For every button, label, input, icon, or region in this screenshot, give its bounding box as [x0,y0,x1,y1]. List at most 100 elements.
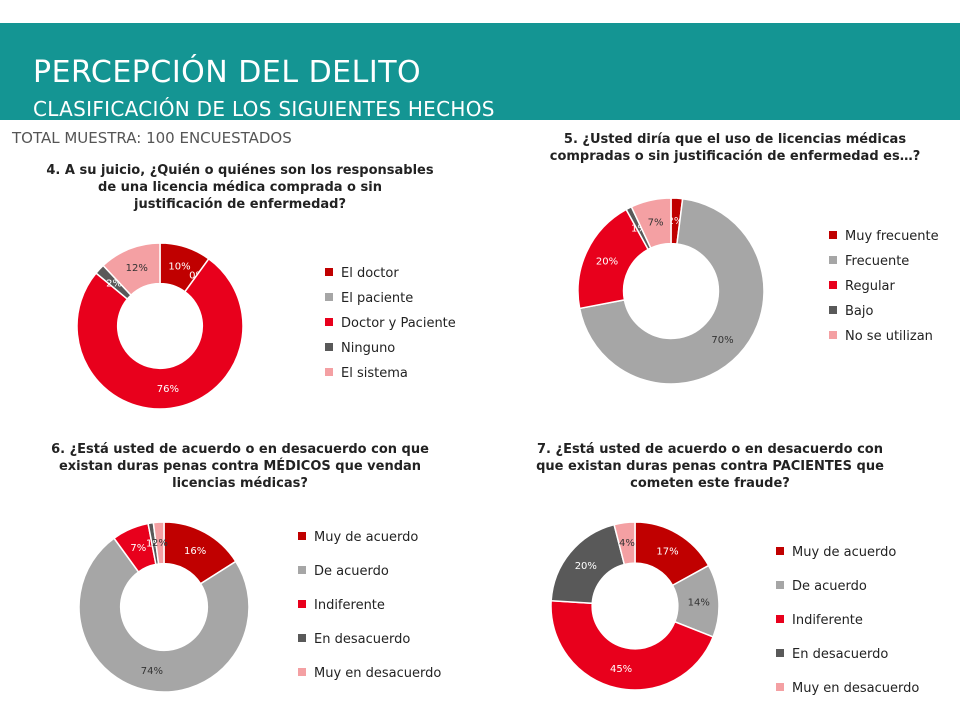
legend-label: Doctor y Paciente [341,316,456,331]
chart-4-legend: Muy de acuerdo De acuerdo Indiferente En de… [776,545,946,705]
legend-swatch [325,368,333,376]
chart-1-legend: El doctor El paciente Doctor y Paciente Nin… [325,266,475,386]
data-label-indiferente: 7% [130,543,146,554]
legend-label: El doctor [341,266,399,281]
legend-swatch [829,281,837,289]
legend-swatch [829,256,837,264]
legend-swatch [776,615,784,623]
legend-label: No se utilizan [845,329,933,344]
slice-frecuente [578,197,765,385]
slice-no-se-utilizan [630,197,672,250]
chart-1-title-line: justificación de enfermedad? [134,197,346,212]
legend-item-regular: Regular [829,279,895,294]
chart-4-title-line: que existan duras penas contra PACIENTES… [536,459,884,474]
slice-indiferente [550,599,715,691]
legend-label: Muy de acuerdo [314,530,419,545]
chart-1-title-line: de una licencia médica comprada o sin [98,180,382,195]
chart-3-title-line: existan duras penas contra MÉDICOS que v… [58,459,422,474]
legend-swatch [325,318,333,326]
legend-label: En desacuerdo [792,647,889,662]
legend-item-frecuente: Frecuente [829,254,909,269]
legend-label: El sistema [341,366,408,381]
slice-doctor-y-paciente [76,257,244,410]
legend-item-en-desacuerdo: En desacuerdo [776,647,888,662]
chart-3-legend: Muy de acuerdo De acuerdo Indiferente En de… [298,530,473,690]
legend-swatch [298,634,306,642]
legend-label: Muy en desacuerdo [314,666,442,681]
legend-swatch [325,293,333,301]
data-label-doctor-y-paciente: 76% [157,384,179,395]
data-label-no-se-utilizan: 7% [648,218,664,229]
slice-el-sistema [102,242,161,297]
chart-1-donut: 10%0%76%2%12% [76,242,244,410]
data-label-muy-de-acuerdo: 17% [656,547,678,558]
legend-item-indiferente: Indiferente [776,613,863,628]
legend-label: De acuerdo [314,564,389,579]
chart-4-title-line: cometen este fraude? [630,476,790,491]
legend-item-ninguno: Ninguno [325,341,395,356]
chart-2-title: 5. ¿Usted diría que el uso de licencias … [525,131,945,165]
data-label-muy-de-acuerdo: 16% [184,546,206,557]
legend-item-muy-en-desacuerdo: Muy en desacuerdo [776,681,919,696]
legend-item-el-doctor: El doctor [325,266,399,281]
legend-label: Muy de acuerdo [792,545,897,560]
legend-item-no-se-utilizan: No se utilizan [829,329,933,344]
legend-label: El paciente [341,291,414,306]
legend-item-muy-de-acuerdo: Muy de acuerdo [298,530,418,545]
data-label-de-acuerdo: 14% [688,597,710,608]
legend-item-indiferente: Indiferente [298,598,385,613]
legend-swatch [298,600,306,608]
data-label-el-sistema: 12% [126,263,148,274]
legend-swatch [298,532,306,540]
legend-item-bajo: Bajo [829,304,873,319]
chart-3-title-line: 6. ¿Está usted de acuerdo o en desacuerd… [51,442,429,457]
legend-swatch [298,566,306,574]
legend-item-en-desacuerdo: En desacuerdo [298,632,410,647]
data-label-bajo: 1% [631,224,647,235]
page-subtitle: CLASIFICACIÓN DE LOS SIGUIENTES HECHOS [33,97,495,121]
legend-item-muy-en-desacuerdo: Muy en desacuerdo [298,666,441,681]
data-label-regular: 20% [596,256,618,267]
legend-label: Muy en desacuerdo [792,681,920,696]
legend-item-muy-de-acuerdo: Muy de acuerdo [776,545,896,560]
data-label-ninguno: 2% [106,278,122,289]
data-label-en-desacuerdo: 20% [575,561,597,572]
legend-item-de-acuerdo: De acuerdo [776,579,867,594]
chart-3-title-line: licencias médicas? [172,476,308,491]
legend-item-de-acuerdo: De acuerdo [298,564,389,579]
legend-item-doctor-y-paciente: Doctor y Paciente [325,316,456,331]
legend-label: Ninguno [341,341,396,356]
legend-swatch [325,268,333,276]
chart-2-title-line: compradas o sin justificación de enferme… [549,149,921,164]
legend-swatch [829,306,837,314]
legend-item-el-paciente: El paciente [325,291,413,306]
legend-swatch [829,231,837,239]
data-label-muy-en-desacuerdo: 4% [619,538,635,549]
chart-4-title-line: 7. ¿Está usted de acuerdo o en desacuerd… [537,442,883,457]
page-title: PERCEPCIÓN DEL DELITO [33,55,422,90]
chart-3-title: 6. ¿Está usted de acuerdo o en desacuerd… [40,441,440,492]
chart-2-legend: Muy frecuente Frecuente Regular Bajo No se u… [829,229,954,349]
legend-label: Indiferente [314,598,385,613]
legend-label: De acuerdo [792,579,867,594]
data-label-indiferente: 45% [610,664,632,675]
data-label-frecuente: 70% [711,335,733,346]
data-label-en-desacuerdo: 1% [146,539,162,550]
legend-item-el-sistema: El sistema [325,366,408,381]
legend-swatch [829,331,837,339]
chart-3-donut: 16% 74% 7% 1%2% [78,521,250,693]
chart-2-title-line: 5. ¿Usted diría que el uso de licencias … [563,132,907,147]
legend-label: En desacuerdo [314,632,411,647]
header-banner: PERCEPCIÓN DEL DELITO CLASIFICACIÓN DE L… [0,23,960,120]
legend-swatch [776,649,784,657]
data-label-el-doctor: 10% [168,262,190,273]
data-label-muy-en-desacuerdo: 2% [152,538,168,549]
legend-label: Bajo [845,304,874,319]
data-label-muy-frecuente: 2% [668,216,684,227]
legend-swatch [776,581,784,589]
chart-1-title-line: 4. A su juicio, ¿Quién o quiénes son los… [46,163,434,178]
legend-swatch [298,668,306,676]
data-label-de-acuerdo: 74% [141,666,163,677]
legend-swatch [325,343,333,351]
legend-label: Indiferente [792,613,863,628]
